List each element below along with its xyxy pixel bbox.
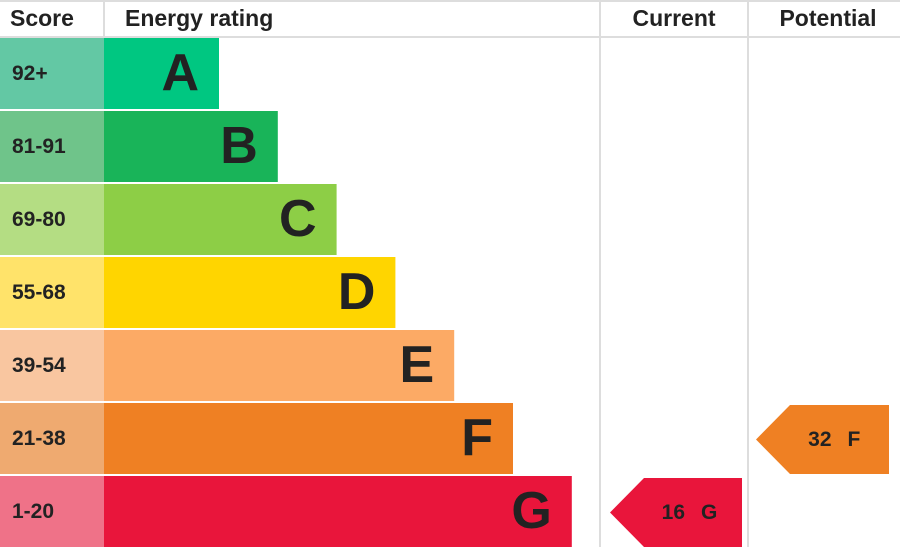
header-rating: Energy rating: [125, 5, 273, 31]
score-cell: [0, 476, 104, 547]
rating-band: [104, 111, 278, 182]
rating-band: [104, 184, 337, 255]
score-range: 92+: [12, 62, 48, 85]
band-letter: C: [279, 190, 317, 248]
potential-rating: F: [848, 428, 861, 451]
current-arrow: [610, 478, 742, 547]
header-score: Score: [10, 5, 74, 31]
band-letter: E: [400, 336, 435, 394]
band-letter: F: [461, 409, 493, 467]
score-cell: [0, 330, 104, 401]
score-range: 39-54: [12, 354, 66, 377]
score-range: 1-20: [12, 500, 54, 523]
band-letter: B: [220, 117, 258, 175]
score-range: 55-68: [12, 281, 66, 304]
potential-arrow: [756, 405, 889, 474]
score-cell: [0, 403, 104, 474]
score-cell: [0, 184, 104, 255]
header-current: Current: [632, 5, 715, 31]
rating-band: [104, 403, 513, 474]
band-letter: A: [161, 44, 199, 102]
rating-band: [104, 330, 455, 401]
band-letter: D: [338, 263, 376, 321]
potential-value: 32: [808, 428, 831, 451]
rating-band: [104, 476, 572, 547]
score-cell: [0, 257, 104, 328]
current-value: 16: [662, 501, 685, 524]
score-cell: [0, 111, 104, 182]
header-potential: Potential: [779, 5, 876, 31]
current-rating: G: [701, 501, 717, 524]
score-cell: [0, 38, 104, 109]
rating-band: [104, 257, 396, 328]
score-range: 21-38: [12, 427, 66, 450]
score-range: 81-91: [12, 135, 66, 158]
rating-band: [104, 38, 219, 109]
band-letter: G: [511, 482, 551, 540]
score-range: 69-80: [12, 208, 66, 231]
